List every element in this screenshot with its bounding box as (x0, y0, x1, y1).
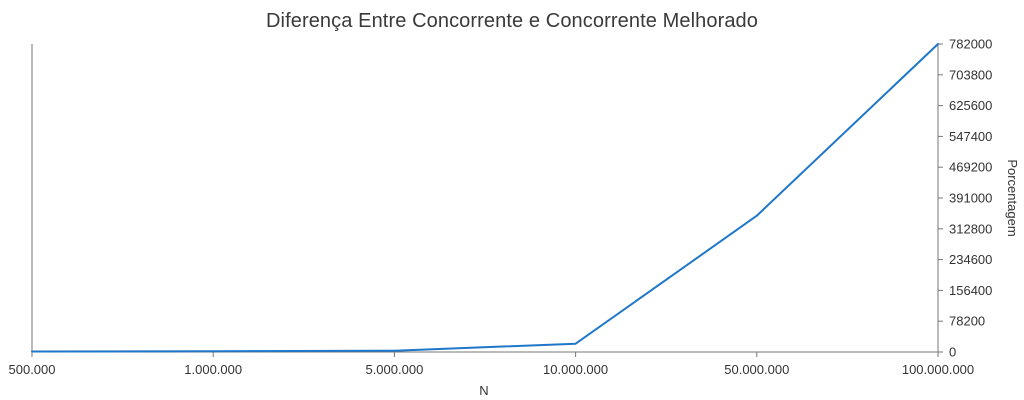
y-tick-label: 782000 (949, 37, 992, 52)
x-tick-label: 500.000 (9, 362, 56, 377)
y-tick-label: 469200 (949, 160, 992, 175)
y-tick-label: 547400 (949, 129, 992, 144)
y-tick-label: 312800 (949, 221, 992, 236)
y-tick-label: 391000 (949, 191, 992, 206)
data-point (937, 43, 939, 45)
x-tick-label: 10.000.000 (543, 362, 608, 377)
y-tick-label: 156400 (949, 283, 992, 298)
data-point (31, 350, 33, 353)
x-axis-ticks: 500.000 1.000.000 5.000.000 10.000.000 50.00… (9, 352, 974, 377)
x-tick-label: 50.000.000 (724, 362, 789, 377)
series-layer (31, 43, 939, 353)
data-point (755, 214, 758, 217)
y-tick-label: 78200 (949, 314, 985, 329)
series-line (31, 43, 939, 353)
data-point (574, 342, 577, 345)
x-axis-title: N (479, 383, 488, 398)
y-axis-ticks: 0 78200 156400 234600 312800 391000 469200 5474… (937, 37, 992, 360)
x-tick-label: 1.000.000 (184, 362, 242, 377)
y-tick-label: 234600 (949, 252, 992, 267)
data-point (212, 350, 215, 353)
y-tick-label: 0 (949, 345, 956, 360)
x-tick-label: 5.000.000 (365, 362, 423, 377)
data-point (393, 349, 396, 352)
x-tick-label: 100.000.000 (902, 362, 974, 377)
y-axis-title: Porcentagem (1005, 159, 1020, 236)
chart-title: Diferença Entre Concorrente e Concorrent… (265, 10, 759, 32)
y-tick-label: 625600 (949, 98, 992, 113)
y-tick-label: 703800 (949, 67, 992, 82)
